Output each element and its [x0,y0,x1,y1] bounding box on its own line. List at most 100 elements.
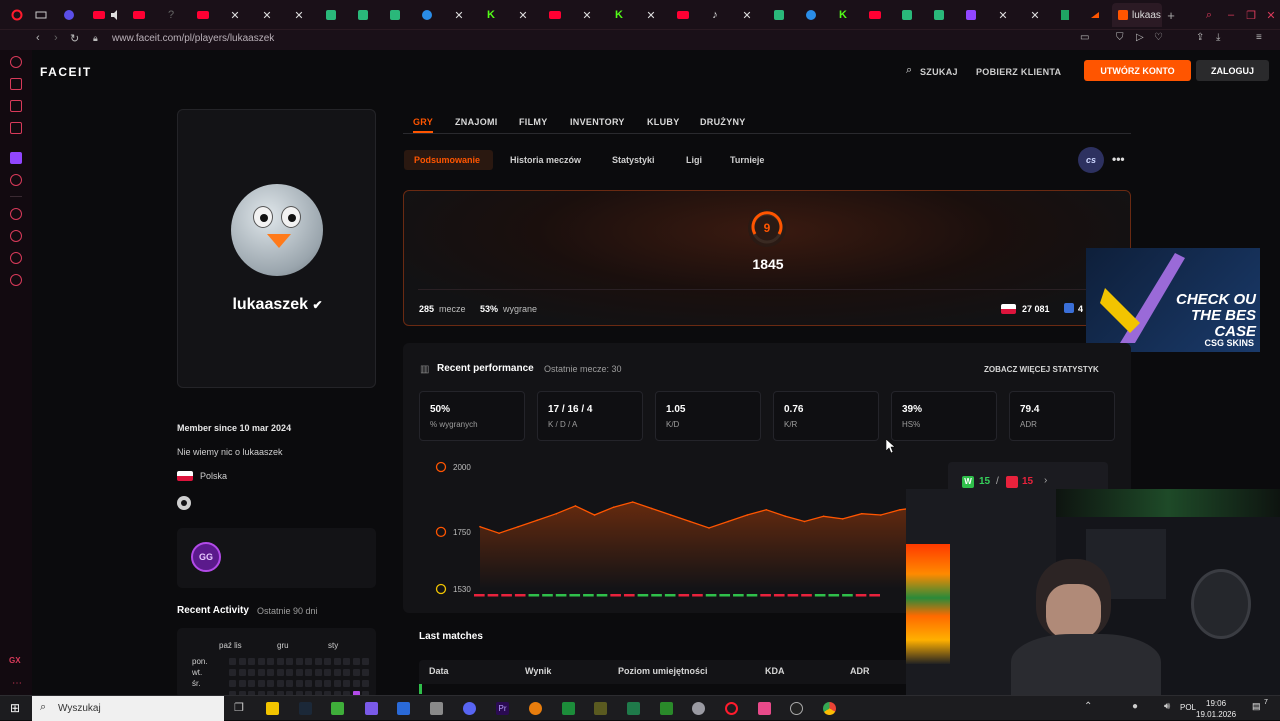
sidebar-icon[interactable] [10,56,22,68]
tab-active[interactable]: lukaas [1112,3,1162,27]
tab-kick-icon[interactable]: K [839,9,847,21]
minecraft-icon[interactable] [331,702,344,715]
search-icon[interactable]: ⌕ [906,64,913,76]
tab-x-icon[interactable]: ✕ [582,9,592,22]
tab-clubs[interactable]: KLUBY [647,117,680,127]
gg-logo-icon[interactable]: GG [191,542,221,572]
tab-icon[interactable] [350,4,376,26]
steam-icon[interactable] [177,496,191,510]
sidebar-icon[interactable] [10,122,22,134]
close-icon[interactable]: ✕ [1266,9,1276,22]
chrome-icon[interactable] [823,702,836,715]
subtab-tournaments[interactable]: Turnieje [730,155,765,165]
app-icon[interactable] [397,702,410,715]
mic-icon[interactable]: ● [1132,701,1139,712]
tray-chevron-icon[interactable]: ⌃ [1084,701,1093,712]
steam-taskbar-icon[interactable] [299,702,312,715]
cs-game-badge[interactable]: cs [1078,147,1104,173]
app-icon[interactable] [430,702,443,715]
tab-x-icon[interactable]: ✕ [230,9,240,22]
obs-icon[interactable] [790,702,803,715]
taskbar-search[interactable]: ⌕ Wyszukaj [32,696,224,721]
premiere-icon[interactable]: Pr [496,702,509,715]
tab-youtube-icon[interactable] [86,4,112,26]
tab-x-icon[interactable]: ✕ [262,9,272,22]
history-icon[interactable] [10,208,22,220]
tab-twitch-icon[interactable] [958,4,984,26]
file-explorer-icon[interactable] [266,702,279,715]
app-icon[interactable] [365,702,378,715]
app-icon[interactable] [627,702,640,715]
search-link[interactable]: SZUKAJ [920,67,958,77]
forward-icon[interactable]: › [54,32,58,44]
tab-speaker-icon[interactable] [102,4,128,26]
tab-x-icon[interactable]: ✕ [294,9,304,22]
task-view-icon[interactable]: ❐ [234,702,244,714]
tab-x-icon[interactable]: ✕ [998,9,1008,22]
tab-icon[interactable] [926,4,952,26]
tab-icon[interactable] [382,4,408,26]
maximize-icon[interactable]: ❐ [1246,9,1256,22]
volume-icon[interactable]: 🔊︎ [1164,701,1171,712]
more-options-icon[interactable]: ••• [1112,152,1125,166]
tab-videos[interactable]: FILMY [519,117,548,127]
tab-teams[interactable]: DRUŻYNY [700,117,746,127]
notifications-icon[interactable]: ▤ [1252,701,1261,711]
app-icon[interactable] [562,702,575,715]
tab-icon[interactable] [56,4,82,26]
tab-x-icon[interactable]: ✕ [646,9,656,22]
tab-kick-icon[interactable]: K [487,9,495,21]
opera-gx-icon[interactable] [725,702,738,715]
tab-inventory[interactable]: INVENTORY [570,117,625,127]
discord-icon[interactable] [463,702,476,715]
share-icon[interactable]: ⇪ [1196,32,1205,43]
tab-icon[interactable] [766,4,792,26]
bookmark-icon[interactable]: ▭ [1080,32,1090,43]
sidebar-icon[interactable] [10,78,22,90]
subtab-summary[interactable]: Podsumowanie [414,155,481,165]
language-indicator[interactable]: POL [1180,703,1197,712]
create-account-button[interactable]: UTWÓRZ KONTO [1084,60,1191,81]
gx-icon[interactable]: GX [9,656,21,665]
windows-start-icon[interactable]: ⊞ [10,701,21,715]
opera-menu-icon[interactable] [4,4,30,26]
faceit-logo[interactable]: FACEIT [40,65,92,79]
tab-kick-icon[interactable]: K [615,9,623,21]
tab-blank-icon[interactable]: ? [167,9,175,21]
tab-icon[interactable] [414,4,440,26]
tab-icon[interactable] [894,4,920,26]
shield-icon[interactable]: ⛉ [1116,32,1124,43]
menu-icon[interactable]: ≡ [1256,32,1262,43]
subtab-statistics[interactable]: Statystyki [612,155,655,165]
settings-icon[interactable] [10,274,22,286]
reload-icon[interactable]: ↻ [70,33,80,45]
back-icon[interactable]: ‹ [36,32,40,44]
tab-x-icon[interactable]: ✕ [742,9,752,22]
search-tabs-icon[interactable]: ⌕ [1205,8,1213,21]
tab-icon[interactable] [798,4,824,26]
tab-games[interactable]: GRY [413,117,434,127]
tab-friends[interactable]: ZNAJOMI [455,117,498,127]
subtab-match-history[interactable]: Historia meczów [510,155,582,165]
twitch-icon[interactable] [10,152,22,164]
app-icon[interactable] [758,702,771,715]
play-icon[interactable]: ▷ [1136,32,1144,43]
tab-sheets-icon[interactable] [1052,4,1078,26]
tab-icon[interactable] [318,4,344,26]
tab-youtube-icon[interactable] [862,4,888,26]
tab-icon[interactable] [28,4,54,26]
tab-x-icon[interactable]: ✕ [454,9,464,22]
more-icon[interactable]: ⋯ [12,678,22,689]
csgoskins-ad[interactable]: CHECK OU THE BES CASE CSG SKINS [1086,248,1260,352]
tab-youtube-icon[interactable] [670,4,696,26]
minimize-icon[interactable]: – [1227,9,1235,21]
download-client-link[interactable]: POBIERZ KLIENTA [976,67,1062,77]
more-stats-link[interactable]: ZOBACZ WIĘCEJ STATYSTYK [984,365,1099,374]
tab-youtube-icon[interactable] [126,4,152,26]
sidebar-icon[interactable] [10,100,22,112]
app-icon[interactable] [660,702,673,715]
tab-tiktok-icon[interactable]: ♪ [712,9,718,21]
taskbar-clock[interactable]: 19:06 19.01.2026 [1196,698,1236,720]
tab-x-icon[interactable]: ✕ [518,9,528,22]
login-button[interactable]: ZALOGUJ [1196,60,1269,81]
